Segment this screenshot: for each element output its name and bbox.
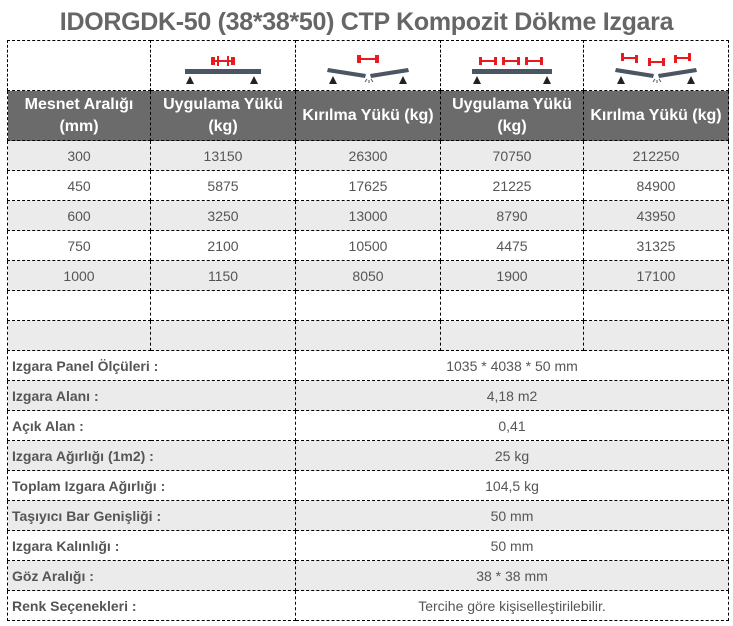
table-cell (7, 290, 151, 321)
spec-value: 38 * 38 mm (295, 560, 729, 591)
spec-row: Toplam Izgara Ağırlığı :104,5 kg (7, 470, 729, 501)
spec-label: Izgara Ağırlığı (1m2) : (7, 440, 296, 471)
table-cell (150, 320, 296, 351)
table-cell: 84900 (583, 170, 729, 201)
table-cell: 5875 (150, 170, 296, 201)
spec-row: Göz Aralığı :38 * 38 mm (7, 560, 729, 591)
spec-label: Göz Aralığı : (7, 560, 296, 591)
icon-cell-empty (7, 40, 151, 91)
table-cell (440, 320, 584, 351)
table-cell: 212250 (583, 140, 729, 171)
header-row: Mesnet Aralığı (mm) Uygulama Yükü (kg) K… (7, 90, 729, 141)
table-cell: 450 (7, 170, 151, 201)
spec-row: Izgara Panel Ölçüleri :1035 * 4038 * 50 … (7, 350, 729, 381)
table-cell (7, 320, 151, 351)
spec-label: Izgara Kalınlığı : (7, 530, 296, 561)
table-cell: 4475 (440, 230, 584, 261)
table-row: 300 13150 26300 70750 212250 (7, 140, 729, 171)
table-cell: 1000 (7, 260, 151, 291)
table-row (7, 320, 729, 351)
spec-label: Toplam Izgara Ağırlığı : (7, 470, 296, 501)
table-cell: 13150 (150, 140, 296, 171)
spec-label: Açık Alan : (7, 410, 296, 441)
table-cell: 43950 (583, 200, 729, 231)
table-cell (583, 290, 729, 321)
spec-table: Mesnet Aralığı (mm) Uygulama Yükü (kg) K… (7, 40, 729, 621)
table-cell: 31325 (583, 230, 729, 261)
table-row: 600 3250 13000 8790 43950 (7, 200, 729, 231)
table-cell: 8790 (440, 200, 584, 231)
table-row: 450 5875 17625 21225 84900 (7, 170, 729, 201)
spec-value: 1035 * 4038 * 50 mm (295, 350, 729, 381)
distributed-load-beam-icon (472, 56, 552, 84)
header-cell: Kırılma Yükü (kg) (295, 90, 441, 141)
table-cell: 26300 (295, 140, 441, 171)
table-cell: 10500 (295, 230, 441, 261)
table-cell: 600 (7, 200, 151, 231)
spec-label: Izgara Panel Ölçüleri : (7, 350, 296, 381)
table-cell (440, 290, 584, 321)
spec-value: Tercihe göre kişiselleştirilebilir. (295, 590, 729, 621)
table-cell: 3250 (150, 200, 296, 231)
spec-value: 104,5 kg (295, 470, 729, 501)
table-cell: 17100 (583, 260, 729, 291)
spec-value: 4,18 m2 (295, 380, 729, 411)
icon-row (7, 40, 729, 91)
spec-row: Açık Alan :0,41 (7, 410, 729, 441)
table-cell: 8050 (295, 260, 441, 291)
header-cell: Mesnet Aralığı (mm) (7, 90, 151, 141)
spec-row: Izgara Ağırlığı (1m2) :25 kg (7, 440, 729, 471)
header-cell: Uygulama Yükü (kg) (440, 90, 584, 141)
table-cell: 70750 (440, 140, 584, 171)
spec-label: Taşıyıcı Bar Genişliği : (7, 500, 296, 531)
spec-row: Taşıyıcı Bar Genişliği :50 mm (7, 500, 729, 531)
table-cell: 1900 (440, 260, 584, 291)
spec-label: Izgara Alanı : (7, 380, 296, 411)
table-cell: 13000 (295, 200, 441, 231)
single-load-beam-icon (185, 55, 261, 84)
single-load-broken-beam-icon (327, 54, 409, 84)
spec-row: Izgara Kalınlığı :50 mm (7, 530, 729, 561)
spec-row: Izgara Alanı :4,18 m2 (7, 380, 729, 411)
table-cell: 2100 (150, 230, 296, 261)
spec-value: 50 mm (295, 500, 729, 531)
table-cell: 750 (7, 230, 151, 261)
spec-value: 50 mm (295, 530, 729, 561)
table-cell: 21225 (440, 170, 584, 201)
distributed-load-broken-beam-icon (615, 52, 697, 84)
spec-value: 0,41 (295, 410, 729, 441)
table-row: 750 2100 10500 4475 31325 (7, 230, 729, 261)
header-cell: Uygulama Yükü (kg) (150, 90, 296, 141)
spec-label: Renk Seçenekleri : (7, 590, 296, 621)
table-cell: 1150 (150, 260, 296, 291)
table-cell (295, 290, 441, 321)
spec-value: 25 kg (295, 440, 729, 471)
table-row (7, 290, 729, 321)
table-cell (583, 320, 729, 351)
header-cell: Kırılma Yükü (kg) (583, 90, 729, 141)
page-title: IDORGDK-50 (38*38*50) CTP Kompozit Dökme… (59, 8, 674, 36)
table-cell (150, 290, 296, 321)
spec-row: Renk Seçenekleri : Tercihe göre kişiselle… (7, 590, 729, 621)
table-row: 1000 1150 8050 1900 17100 (7, 260, 729, 291)
table-cell: 300 (7, 140, 151, 171)
table-cell (295, 320, 441, 351)
table-cell: 17625 (295, 170, 441, 201)
